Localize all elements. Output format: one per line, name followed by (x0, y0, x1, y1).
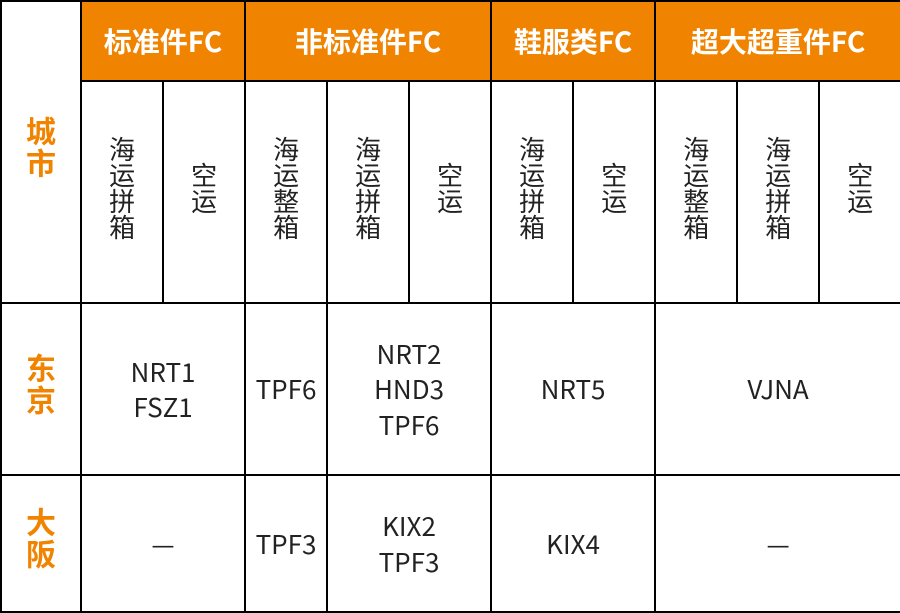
data-row-tokyo: 东京 NRT1 FSZ1 TPF6 NRT2 HND3 TPF6 NRT5 VJ… (1, 303, 900, 475)
subcol-1-1: 海运拼箱 (327, 81, 409, 303)
subcol-1-0: 海运整箱 (245, 81, 327, 303)
subcol-2-1: 空运 (573, 81, 655, 303)
tokyo-cell-0: NRT1 FSZ1 (81, 303, 245, 475)
fc-table: 城市 标准件FC 非标准件FC 鞋服类FC 超大超重件FC 海运拼箱 空运 海运… (0, 0, 900, 613)
group-header-2: 鞋服类FC (491, 1, 655, 81)
city-label-tokyo: 东京 (19, 353, 63, 417)
osaka-cell-4: — (655, 475, 900, 612)
osaka-cell-0: — (81, 475, 245, 612)
city-cell-tokyo: 东京 (1, 303, 81, 475)
group-header-0: 标准件FC (81, 1, 245, 81)
subcol-1-2: 空运 (409, 81, 491, 303)
subcol-2-0: 海运拼箱 (491, 81, 573, 303)
city-cell-osaka: 大阪 (1, 475, 81, 612)
subcol-3-0: 海运整箱 (655, 81, 737, 303)
tokyo-cell-1: TPF6 (245, 303, 327, 475)
osaka-cell-3: KIX4 (491, 475, 655, 612)
tokyo-cell-2: NRT2 HND3 TPF6 (327, 303, 491, 475)
subcol-3-1: 海运拼箱 (737, 81, 819, 303)
data-row-osaka: 大阪 — TPF3 KIX2 TPF3 KIX4 — (1, 475, 900, 612)
osaka-cell-1: TPF3 (245, 475, 327, 612)
osaka-cell-2: KIX2 TPF3 (327, 475, 491, 612)
city-header-cell: 城市 (1, 1, 81, 303)
group-header-1: 非标准件FC (245, 1, 491, 81)
header-row-groups: 城市 标准件FC 非标准件FC 鞋服类FC 超大超重件FC (1, 1, 900, 81)
tokyo-cell-4: VJNA (655, 303, 900, 475)
city-label-osaka: 大阪 (19, 507, 63, 571)
subcol-0-1: 空运 (163, 81, 245, 303)
city-header-label: 城市 (19, 116, 63, 180)
header-row-subcols: 海运拼箱 空运 海运整箱 海运拼箱 空运 海运拼箱 空运 海运整箱 海运拼箱 空… (1, 81, 900, 303)
subcol-3-2: 空运 (819, 81, 900, 303)
tokyo-cell-3: NRT5 (491, 303, 655, 475)
group-header-3: 超大超重件FC (655, 1, 900, 81)
subcol-0-0: 海运拼箱 (81, 81, 163, 303)
